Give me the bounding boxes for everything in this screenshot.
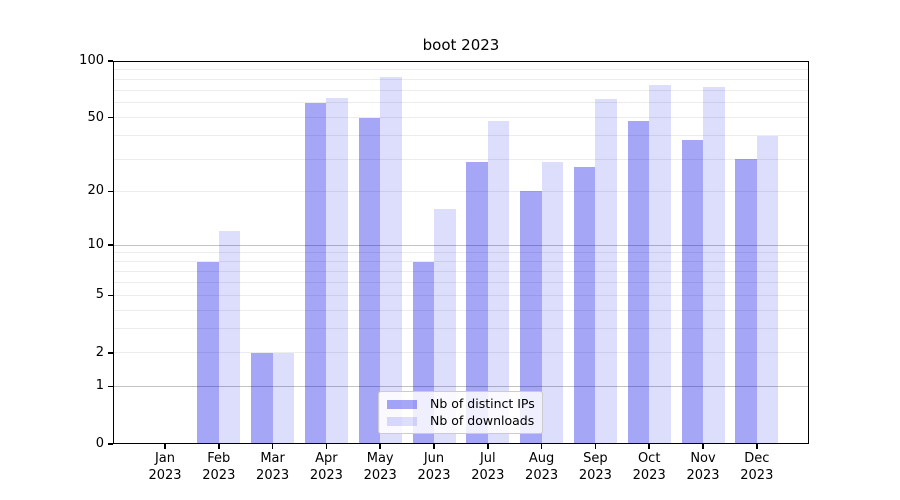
x-tick [271, 444, 274, 449]
y-tick [108, 443, 113, 445]
y-tick [108, 116, 113, 119]
y-tick [108, 244, 113, 246]
gridline [113, 135, 809, 137]
gridline [113, 261, 809, 263]
bar-nb-of-downloads-dec-2023 [756, 135, 779, 444]
gridline [113, 117, 809, 119]
gridline [113, 244, 809, 246]
x-tick [487, 444, 489, 449]
y-tick-label: 0 [95, 436, 104, 451]
y-tick [108, 352, 113, 354]
gridline [113, 282, 809, 283]
x-tick [433, 444, 435, 449]
bar-nb-of-distinct-ips-may-2023 [358, 117, 381, 444]
gridline [113, 385, 809, 387]
y-tick-label: 2 [95, 344, 104, 360]
bar-nb-of-distinct-ips-sep-2023 [573, 167, 596, 444]
chart-title: boot 2023 [422, 36, 500, 54]
bar-nb-of-downloads-feb-2023 [218, 231, 241, 444]
gridline [113, 89, 809, 91]
x-tick-label: Oct 2023 [632, 451, 666, 483]
bar-nb-of-distinct-ips-nov-2023 [681, 139, 703, 444]
gridline [113, 270, 809, 272]
x-tick-label: Jul 2023 [471, 451, 505, 483]
bar-nb-of-downloads-jun-2023 [434, 208, 456, 444]
legend-swatch-distinct-ips [387, 399, 417, 409]
x-tick-label: Mar 2023 [256, 451, 290, 483]
y-tick [108, 190, 113, 193]
legend-label-distinct-ips: Nb of distinct IPs [430, 396, 535, 411]
legend-label-downloads: Nb of downloads [430, 413, 535, 428]
y-tick [108, 60, 113, 62]
gridline [113, 352, 809, 354]
bar-nb-of-distinct-ips-oct-2023 [627, 121, 650, 444]
gridline [113, 252, 809, 254]
x-tick-label: Aug 2023 [525, 451, 559, 483]
y-tick-label: 1 [95, 378, 104, 394]
bar-nb-of-downloads-apr-2023 [326, 97, 348, 444]
y-tick-label: 20 [87, 183, 104, 199]
x-tick [594, 444, 597, 449]
x-tick [325, 444, 328, 449]
bar-nb-of-distinct-ips-aug-2023 [520, 191, 542, 444]
x-tick-label: Sep 2023 [578, 451, 612, 483]
bar-nb-of-distinct-ips-dec-2023 [735, 159, 757, 444]
x-tick-label: Nov 2023 [686, 451, 720, 483]
x-tick-label: Apr 2023 [309, 451, 343, 483]
legend: Nb of distinct IPs Nb of downloads [378, 391, 543, 434]
bar-nb-of-downloads-aug-2023 [541, 161, 564, 444]
y-tick [108, 294, 113, 297]
x-tick [648, 444, 650, 449]
bar-nb-of-downloads-mar-2023 [272, 352, 295, 444]
x-tick-label: Jan 2023 [148, 451, 182, 483]
gridline [113, 328, 809, 330]
bar-nb-of-distinct-ips-apr-2023 [304, 102, 327, 444]
x-tick-label: Dec 2023 [740, 451, 774, 483]
y-tick-label: 50 [87, 109, 104, 125]
plot-area [108, 60, 809, 449]
gridline [113, 69, 809, 71]
bar-nb-of-distinct-ips-feb-2023 [197, 261, 219, 444]
bar-nb-of-downloads-oct-2023 [649, 84, 671, 444]
bar-nb-of-downloads-may-2023 [380, 77, 402, 444]
x-tick-label: Jun 2023 [417, 451, 451, 483]
bar-nb-of-downloads-nov-2023 [703, 86, 725, 444]
y-tick-label: 10 [87, 237, 104, 252]
gridline [113, 294, 809, 296]
gridline [113, 158, 809, 160]
y-tick-label: 5 [95, 287, 104, 303]
bar-nb-of-downloads-sep-2023 [595, 98, 617, 444]
x-tick-label: Feb 2023 [202, 451, 236, 483]
legend-entry-downloads: Nb of downloads [385, 414, 536, 428]
x-tick [379, 444, 381, 449]
x-tick [164, 444, 166, 449]
bar-nb-of-distinct-ips-jul-2023 [466, 161, 488, 444]
x-tick [218, 444, 220, 449]
gridline [113, 190, 809, 192]
y-tick-label: 100 [79, 53, 104, 68]
legend-entry-distinct-ips: Nb of distinct IPs [385, 397, 536, 411]
gridline [113, 102, 809, 104]
x-tick [702, 444, 704, 449]
bar-nb-of-downloads-jul-2023 [487, 121, 510, 444]
gridline [113, 309, 809, 311]
x-tick [756, 444, 758, 449]
gridline [113, 78, 809, 80]
x-tick [540, 444, 543, 449]
bar-nb-of-distinct-ips-mar-2023 [251, 352, 273, 444]
legend-swatch-downloads [387, 416, 417, 426]
y-tick [108, 385, 113, 388]
x-tick-label: May 2023 [363, 451, 397, 483]
